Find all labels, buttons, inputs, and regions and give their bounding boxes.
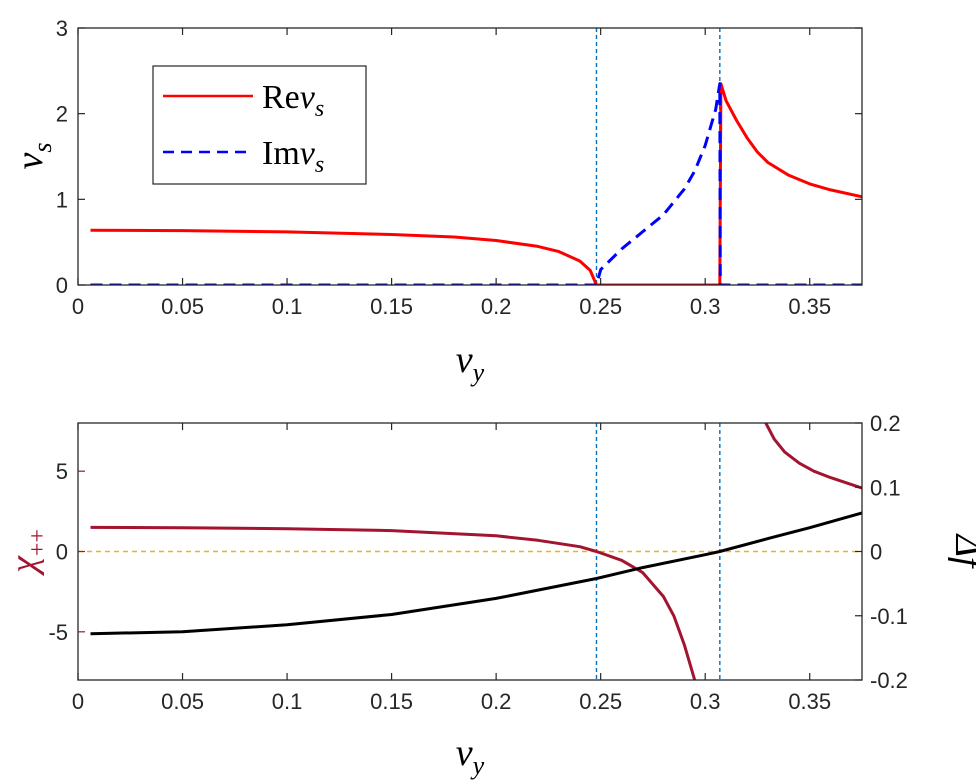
top-xticks: 0 0.05 0.1 0.15 0.2 0.25 0.3 0.35 [72, 28, 831, 319]
bottom-xtick-label-3: 0.15 [370, 689, 413, 714]
top-xtick-label-0: 0 [72, 294, 84, 319]
top-ytick-label-3: 3 [56, 16, 68, 41]
legend-box [152, 65, 367, 185]
top-xtick-label-4: 0.2 [481, 294, 512, 319]
top-series [90, 82, 862, 285]
bottom-yticks-right: -0.2 -0.1 0 0.1 0.2 [855, 411, 908, 693]
bottom-series [90, 423, 862, 680]
top-xtick-label-2: 0.1 [272, 294, 303, 319]
legend-label-imv: Imvs [262, 135, 324, 178]
bottom-xtick-label-0: 0 [72, 689, 84, 714]
legend: Revs Imvs [152, 65, 367, 185]
top-plot-frame [77, 27, 863, 286]
top-xtick-label-7: 0.35 [788, 294, 831, 319]
bottom-xtick-label-1: 0.05 [161, 689, 204, 714]
svg-text:χ++: χ++ [3, 529, 51, 577]
bottom-right-ytick-label-2: 0 [870, 540, 882, 565]
top-xtick-label-6: 0.3 [690, 294, 721, 319]
bottom-right-ytick-label-1: -0.1 [870, 604, 908, 629]
bottom-xtick-label-4: 0.2 [481, 689, 512, 714]
bottom-series-chi-segment-0 [90, 525, 697, 680]
legend-label-rev: Revs [262, 79, 324, 122]
bottom-xtick-label-2: 0.1 [272, 689, 303, 714]
top-ytick-label-2: 2 [56, 102, 68, 127]
bottom-right-ytick-label-4: 0.2 [870, 411, 901, 436]
top-series-Rev_s [90, 82, 862, 285]
top-xtick-label-5: 0.25 [579, 294, 622, 319]
bottom-right-ytick-label-0: -0.2 [870, 668, 908, 693]
bottom-left-ytick-label-2: 5 [56, 459, 68, 484]
top-y-axis-label: vs [9, 143, 57, 170]
top-panel: 0 0.05 0.1 0.15 0.2 0.25 0.3 0.35 0 1 2 3 vy vs Re… [9, 16, 863, 387]
bottom-x-axis-label: vy [456, 732, 485, 780]
top-x-axis-label: vy [456, 339, 485, 387]
top-ytick-label-1: 1 [56, 187, 68, 212]
bottom-series-delta-f [90, 511, 862, 636]
bottom-xtick-label-5: 0.25 [579, 689, 622, 714]
svg-text:Δf: Δf [947, 533, 976, 572]
top-yticks: 0 1 2 3 [56, 16, 862, 298]
top-series-Imv_s [90, 82, 862, 285]
top-ytick-label-0: 0 [56, 273, 68, 298]
bottom-right-axis-label: Δf [947, 533, 976, 572]
bottom-left-ytick-label-1: 0 [56, 540, 68, 565]
bottom-xticks: 0 0.05 0.1 0.15 0.2 0.25 0.3 0.35 [72, 423, 831, 714]
bottom-panel: 0 0.05 0.1 0.15 0.2 0.25 0.3 0.35 -5 0 5 -0.2 -0.1… [3, 411, 976, 780]
bottom-xtick-label-6: 0.3 [690, 689, 721, 714]
bottom-series-chi-segment-1 [764, 423, 862, 490]
svg-text:vs: vs [9, 143, 57, 170]
top-xtick-label-1: 0.05 [161, 294, 204, 319]
bottom-xtick-label-7: 0.35 [788, 689, 831, 714]
bottom-right-ytick-label-3: 0.1 [870, 475, 901, 500]
bottom-left-ytick-label-0: -5 [48, 620, 68, 645]
bottom-left-axis-label: χ++ [3, 529, 51, 577]
top-xtick-label-3: 0.15 [370, 294, 413, 319]
bottom-yticks-left: -5 0 5 [48, 459, 85, 645]
